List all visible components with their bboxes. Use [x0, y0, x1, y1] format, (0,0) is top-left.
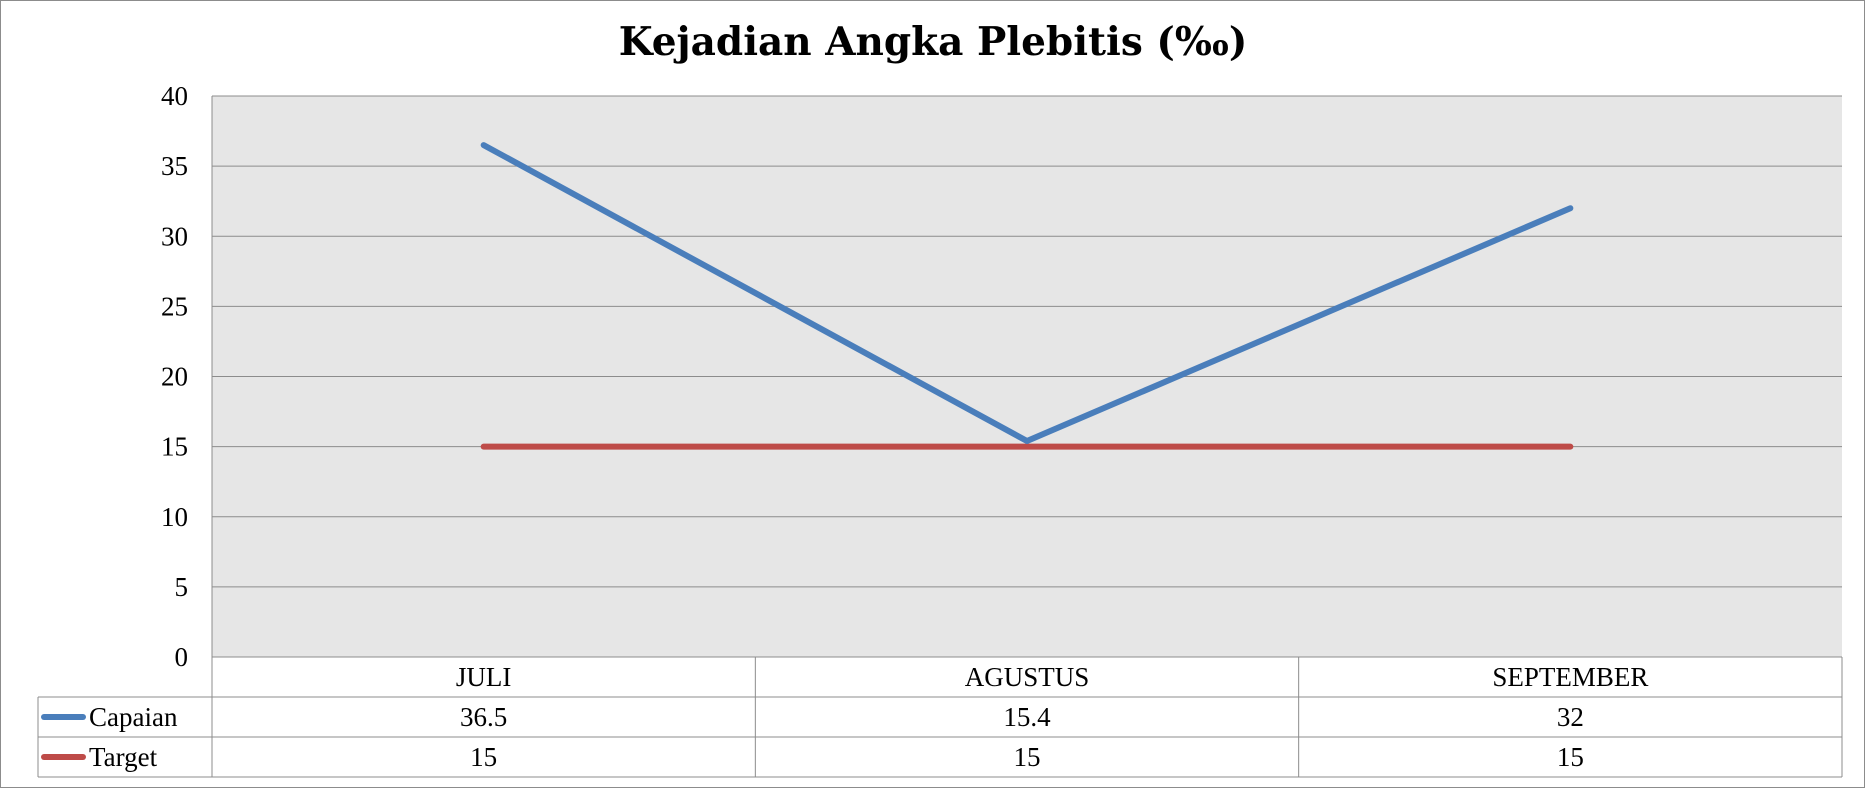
series-lines: [480, 142, 1574, 450]
legend-label: Capaian: [89, 702, 178, 732]
x-category-label: JULI: [456, 662, 512, 692]
y-tick-label: 10: [161, 502, 188, 532]
data-table: JULI AGUSTUS SEPTEMBER Capaian 36.5 15.4 32 Tar…: [37, 656, 1843, 778]
data-table-value: 32: [1557, 702, 1584, 732]
y-axis-ticks: 0 5 10 15 20 25 30 35 40: [161, 81, 188, 672]
y-tick-label: 40: [161, 81, 188, 111]
chart-title: Kejadian Angka Plebitis (‰): [619, 19, 1248, 65]
data-table-value: 36.5: [460, 702, 507, 732]
data-table-value: 15.4: [1003, 702, 1051, 732]
y-tick-label: 25: [161, 291, 188, 321]
y-tick-label: 35: [161, 151, 188, 181]
data-table-value: 15: [1014, 742, 1041, 772]
data-table-value: 15: [1557, 742, 1584, 772]
x-category-label: SEPTEMBER: [1492, 662, 1648, 692]
y-tick-label: 30: [161, 221, 188, 251]
series-line-0: [480, 142, 1574, 445]
y-tick-label: 0: [175, 642, 189, 672]
data-table-value: 15: [470, 742, 497, 772]
x-category-label: AGUSTUS: [965, 662, 1090, 692]
y-tick-label: 15: [161, 432, 188, 462]
legend-label: Target: [89, 742, 158, 772]
y-tick-label: 20: [161, 362, 188, 392]
y-tick-label: 5: [175, 572, 189, 602]
